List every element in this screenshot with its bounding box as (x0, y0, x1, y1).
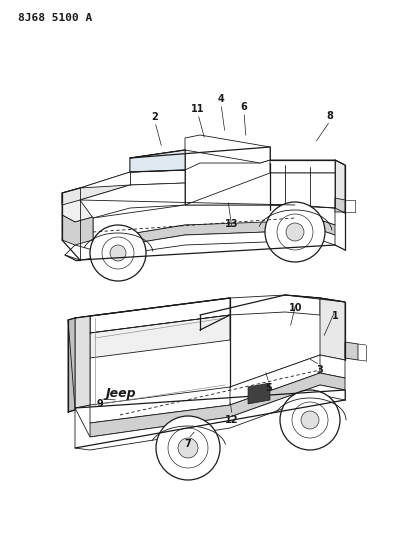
Text: 11: 11 (191, 104, 204, 114)
Polygon shape (294, 205, 334, 225)
Polygon shape (75, 316, 90, 408)
Text: 9: 9 (97, 399, 103, 409)
Polygon shape (229, 295, 319, 315)
Polygon shape (184, 173, 334, 208)
Polygon shape (75, 385, 344, 450)
Polygon shape (62, 172, 130, 205)
Polygon shape (65, 230, 334, 260)
Polygon shape (68, 318, 75, 412)
Polygon shape (184, 135, 270, 163)
Polygon shape (90, 373, 344, 437)
Circle shape (300, 411, 318, 429)
Circle shape (285, 223, 303, 241)
Text: 8J68 5100 A: 8J68 5100 A (18, 13, 92, 23)
Text: 2: 2 (151, 112, 158, 122)
Polygon shape (319, 298, 344, 360)
Polygon shape (284, 295, 344, 302)
Text: 1: 1 (331, 311, 337, 321)
Polygon shape (334, 198, 344, 212)
Circle shape (110, 245, 126, 261)
Polygon shape (62, 188, 93, 222)
Polygon shape (200, 298, 229, 330)
Polygon shape (62, 215, 93, 245)
Text: 6: 6 (240, 102, 247, 112)
Polygon shape (80, 183, 184, 218)
Polygon shape (93, 200, 319, 240)
Text: 3: 3 (316, 365, 323, 375)
Text: 4: 4 (217, 94, 224, 104)
Text: 12: 12 (225, 415, 238, 425)
Text: 8: 8 (326, 111, 333, 121)
Polygon shape (247, 383, 270, 404)
Text: 5: 5 (265, 383, 272, 393)
Circle shape (279, 390, 339, 450)
Circle shape (276, 214, 312, 250)
Polygon shape (90, 355, 344, 423)
Text: Jeep: Jeep (104, 386, 135, 400)
Polygon shape (229, 355, 319, 405)
Circle shape (102, 237, 134, 269)
Polygon shape (90, 298, 229, 333)
Circle shape (155, 416, 220, 480)
Polygon shape (130, 147, 270, 172)
Circle shape (178, 438, 198, 458)
Polygon shape (93, 220, 334, 250)
Text: 10: 10 (288, 303, 302, 313)
Polygon shape (344, 342, 357, 360)
Polygon shape (80, 170, 184, 188)
Polygon shape (130, 150, 184, 172)
Polygon shape (334, 160, 344, 213)
Polygon shape (90, 315, 229, 358)
Text: 13: 13 (225, 219, 238, 229)
Circle shape (168, 428, 207, 468)
Circle shape (90, 225, 146, 281)
Polygon shape (270, 160, 344, 178)
Text: 7: 7 (184, 439, 191, 449)
Circle shape (264, 202, 324, 262)
Polygon shape (75, 316, 90, 408)
Circle shape (291, 402, 327, 438)
